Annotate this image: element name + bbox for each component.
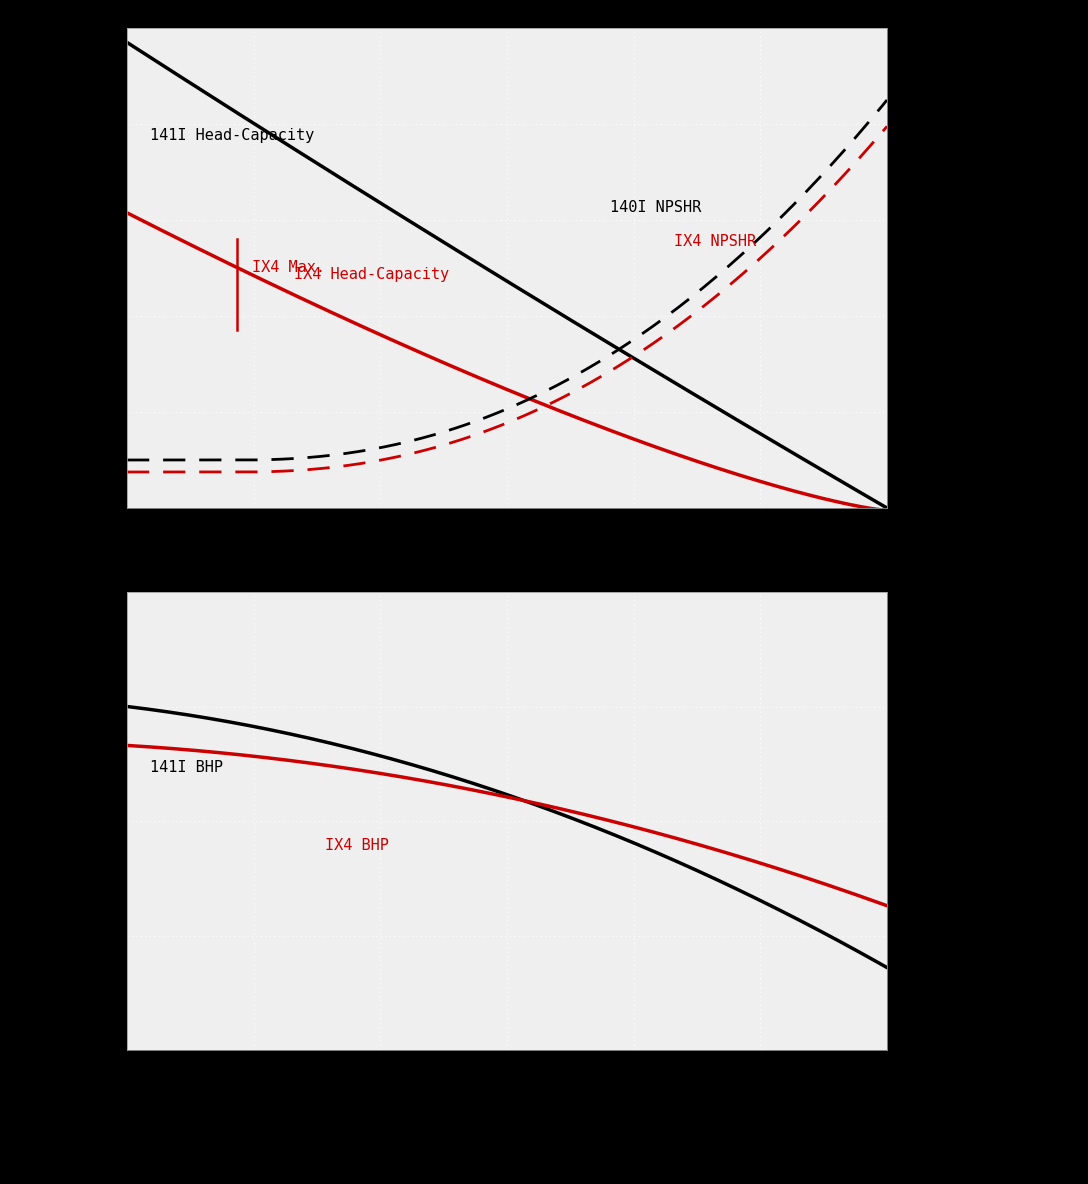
Text: 141I Head-Capacity: 141I Head-Capacity — [150, 128, 314, 143]
Text: IX4 Head-Capacity: IX4 Head-Capacity — [294, 268, 449, 283]
Text: 140I NPSHR: 140I NPSHR — [609, 200, 701, 215]
Text: IX4 NPSHR: IX4 NPSHR — [675, 233, 756, 249]
Text: IX4 Max.: IX4 Max. — [252, 260, 325, 275]
Text: IX4 BHP: IX4 BHP — [324, 838, 388, 852]
Text: 141I BHP: 141I BHP — [150, 760, 223, 776]
